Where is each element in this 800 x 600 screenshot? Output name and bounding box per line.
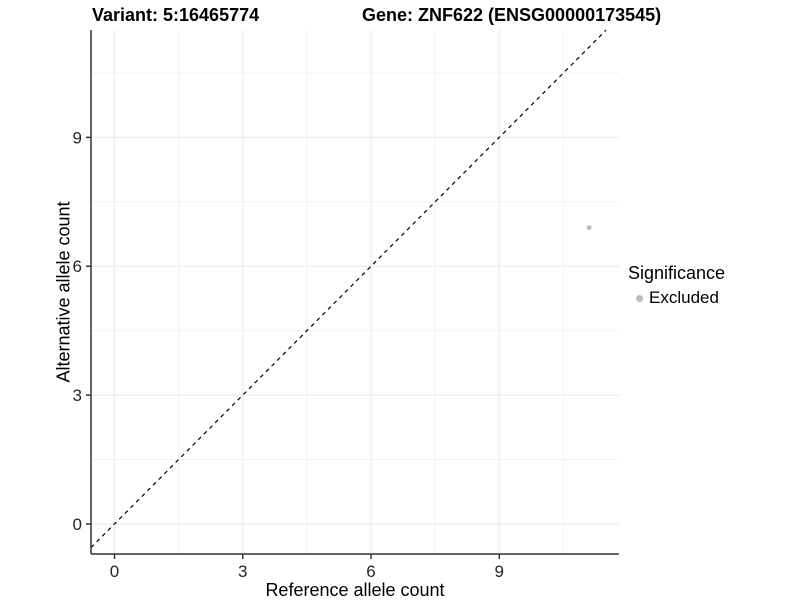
x-tick-label: 0 <box>110 562 119 581</box>
y-tick-label: 0 <box>73 515 82 534</box>
x-tick-label: 3 <box>238 562 247 581</box>
legend-item-excluded: Excluded <box>628 288 725 308</box>
legend-title: Significance <box>628 263 726 283</box>
y-axis-title: Alternative allele count <box>53 201 74 383</box>
plot-title-variant: Variant: 5:16465774 <box>92 5 260 25</box>
x-tick-label: 9 <box>495 562 504 581</box>
identity-reference-line <box>90 29 607 548</box>
x-axis-title: Reference allele count <box>265 580 445 600</box>
y-tick-label: 3 <box>73 386 82 405</box>
excluded-point-icon <box>636 294 643 302</box>
y-tick-label: 6 <box>73 257 82 276</box>
x-tick-label: 6 <box>366 562 375 581</box>
legend-significance: Significance Excluded <box>628 263 725 308</box>
plot-title-gene: Gene: ZNF622 (ENSG00000173545) <box>362 5 662 25</box>
y-tick-label: 9 <box>73 128 82 147</box>
data-point <box>586 225 592 231</box>
legend-item-label: Excluded <box>649 288 719 307</box>
